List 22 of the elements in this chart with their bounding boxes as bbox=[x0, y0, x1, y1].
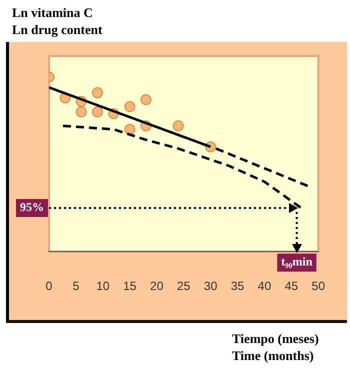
x-tick-label: 40 bbox=[258, 279, 272, 294]
point bbox=[124, 101, 136, 112]
point bbox=[140, 94, 152, 106]
point bbox=[76, 106, 87, 118]
x-tick-label: 15 bbox=[123, 279, 137, 294]
x-tick-label: 50 bbox=[312, 279, 326, 294]
text: 95% bbox=[20, 200, 44, 214]
y-axis-title: Ln vitamina C Ln drug content bbox=[12, 4, 102, 38]
point bbox=[172, 120, 184, 132]
x-tick-label: 5 bbox=[72, 279, 80, 294]
point bbox=[92, 106, 103, 118]
point bbox=[124, 124, 136, 135]
x-tick-label: 10 bbox=[96, 279, 110, 294]
x-tick-label: 0 bbox=[46, 279, 53, 294]
text: t₉₀min bbox=[281, 254, 313, 269]
x-tick-label: 30 bbox=[204, 279, 218, 294]
x-tick-label: 45 bbox=[284, 279, 298, 294]
x-tick-label: 35 bbox=[230, 279, 245, 294]
x-axis-title: Tiempo (meses) Time (months) bbox=[232, 330, 319, 364]
x-tick-label: 25 bbox=[176, 279, 191, 294]
point bbox=[92, 87, 103, 98]
x-tick-label: 20 bbox=[150, 279, 164, 294]
